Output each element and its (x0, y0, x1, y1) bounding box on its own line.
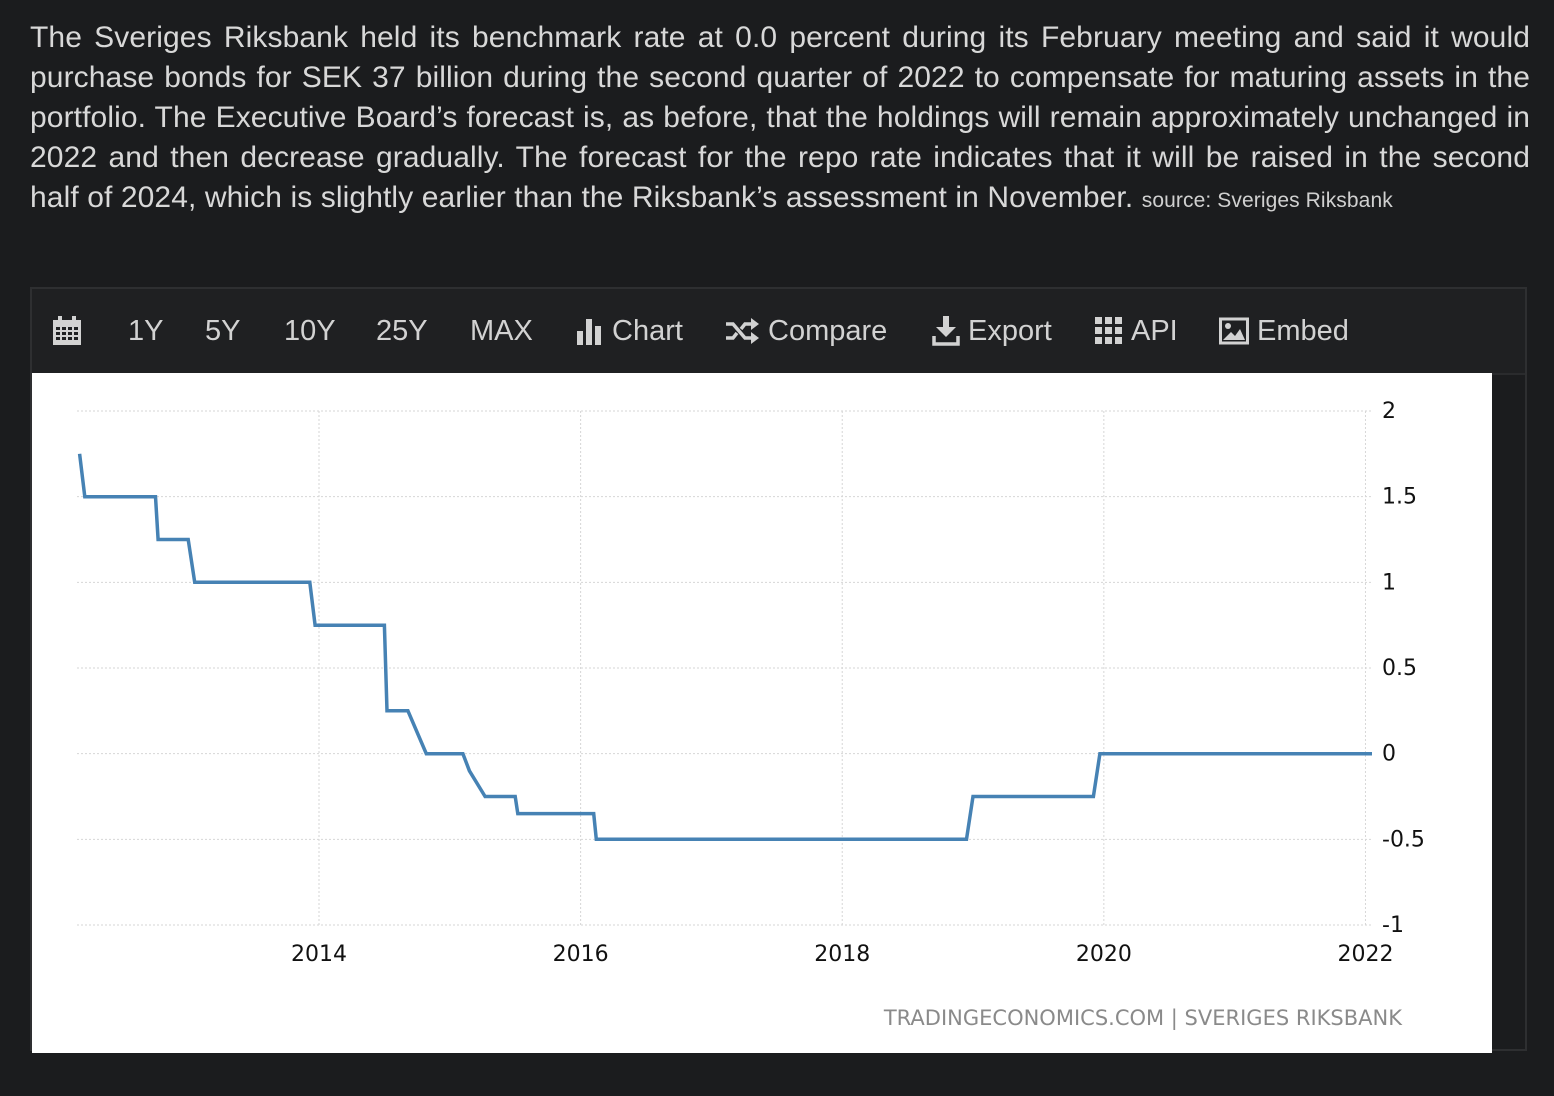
compare-label: Compare (768, 315, 888, 347)
embed-button[interactable]: Embed (1219, 313, 1349, 349)
api-label: API (1131, 315, 1178, 347)
api-button[interactable]: API (1095, 313, 1178, 349)
series-layer (77, 453, 1372, 842)
watermark: TRADINGECONOMICS.COM | SVERIGES RIKSBANK (883, 1006, 1403, 1031)
source-note: source: Sveriges Riksbank (1141, 189, 1393, 212)
x-tick-label: 2016 (553, 942, 609, 967)
bar-chart-icon (577, 319, 601, 345)
shuffle-icon (726, 318, 759, 344)
series-line (77, 453, 1372, 842)
download-icon (932, 316, 960, 346)
y-tick-label: 1.5 (1382, 485, 1417, 510)
y-tick-label: -0.5 (1382, 827, 1425, 852)
x-tick-label: 2020 (1076, 942, 1132, 967)
compare-button[interactable]: Compare (724, 313, 887, 349)
y-tick-label: 2 (1382, 399, 1396, 424)
chart-panel: 1Y 5Y 10Y 25Y MAX Chart Compare (30, 287, 1527, 1053)
range-10y-button[interactable]: 10Y (284, 315, 336, 347)
line-chart: 2 1.5 1 0.5 0 -0.5 -1 2014 2016 2018 2020 2022 TRAD… (77, 399, 1425, 1031)
range-1y-button[interactable]: 1Y (128, 315, 164, 347)
y-tick-label: -1 (1382, 913, 1404, 938)
export-label: Export (968, 315, 1052, 347)
range-25y-button[interactable]: 25Y (376, 315, 428, 347)
range-max-button[interactable]: MAX (470, 315, 533, 347)
image-icon (1219, 317, 1249, 345)
description: The Sveriges Riksbank held its benchmark… (30, 18, 1530, 221)
x-tick-label: 2018 (814, 942, 870, 967)
chart-type-button[interactable]: Chart (576, 313, 683, 349)
export-button[interactable]: Export (932, 313, 1052, 349)
calendar-button[interactable] (52, 313, 90, 349)
description-text: The Sveriges Riksbank held its benchmark… (30, 21, 1530, 214)
embed-label: Embed (1257, 315, 1349, 347)
chart-type-label: Chart (612, 315, 683, 347)
y-tick-label: 0.5 (1382, 656, 1417, 681)
x-tick-label: 2022 (1337, 942, 1393, 967)
chart-area: 2 1.5 1 0.5 0 -0.5 -1 2014 2016 2018 2020 2022 TRAD… (32, 373, 1492, 1053)
tick-layer: 2 1.5 1 0.5 0 -0.5 -1 2014 2016 2018 2020 2022 (291, 399, 1425, 967)
calendar-icon (53, 316, 81, 345)
range-5y-button[interactable]: 5Y (205, 315, 241, 347)
grid-icon (1095, 317, 1122, 344)
x-tick-label: 2014 (291, 942, 347, 967)
y-tick-label: 0 (1382, 742, 1396, 767)
chart-toolbar: 1Y 5Y 10Y 25Y MAX Chart Compare (32, 289, 1525, 375)
y-tick-label: 1 (1382, 570, 1396, 595)
grid-layer (77, 410, 1372, 926)
